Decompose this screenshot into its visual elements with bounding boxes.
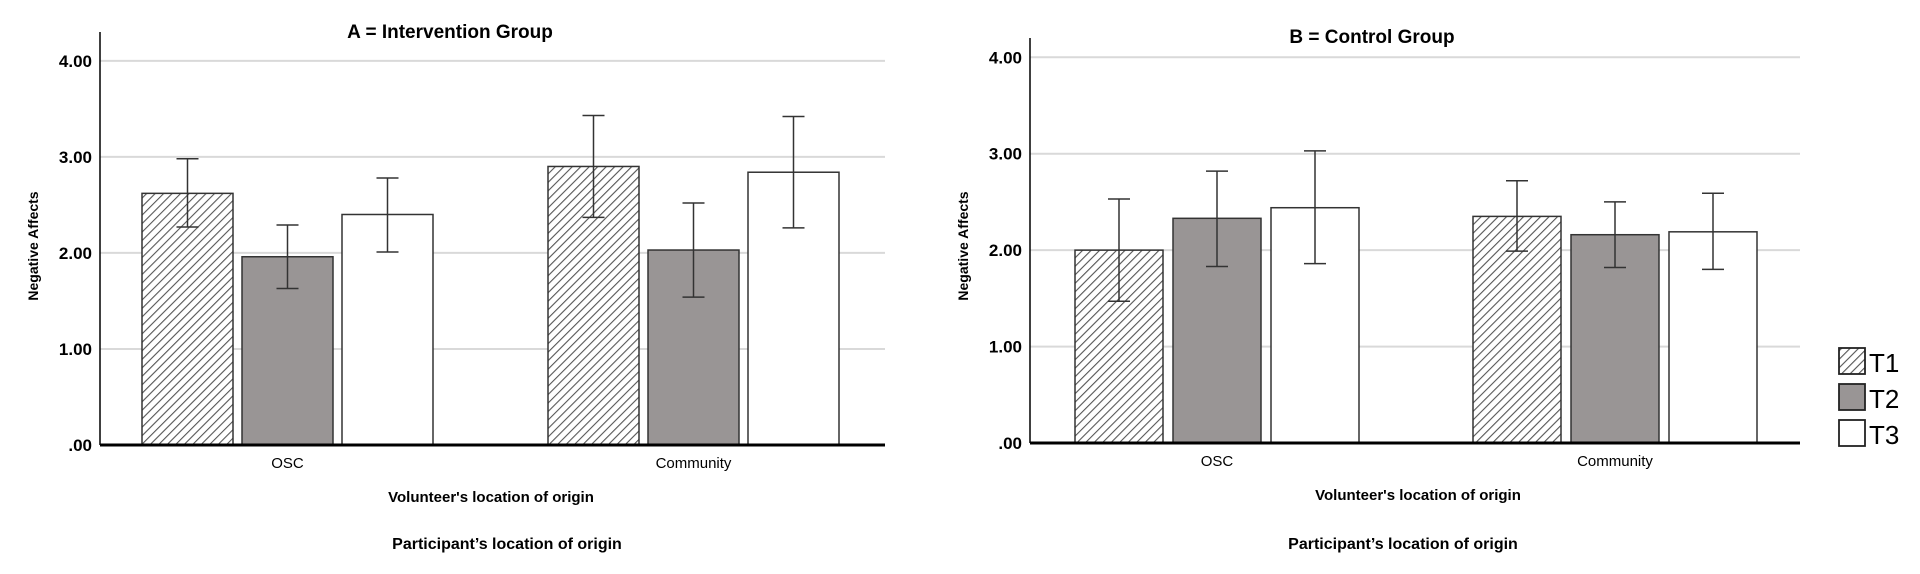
chart-title: A = Intervention Group [347, 22, 553, 43]
y-tick-label: 3.00 [59, 148, 92, 167]
y-tick-label: .00 [68, 436, 92, 455]
legend-item-t3: T3 [1838, 419, 1899, 450]
y-axis-label: Negative Affects [955, 191, 971, 300]
category-label: Community [656, 455, 732, 472]
bars [1074, 206, 1758, 444]
y-tick-labels: .00 1.00 2.00 3.00 4.00 [989, 48, 1022, 453]
x-axis-label: Volunteer's location of origin [388, 489, 594, 506]
error-bars [1108, 150, 1724, 302]
legend-item-t2: T2 [1838, 383, 1899, 414]
bars [141, 165, 840, 446]
legend-label: T2 [1869, 384, 1899, 414]
legend-swatch [1838, 347, 1866, 375]
bar-t1-community [1472, 215, 1562, 444]
y-tick-label: 3.00 [989, 145, 1022, 164]
y-tick-label: 4.00 [59, 52, 92, 71]
y-tick-label: 1.00 [989, 338, 1022, 357]
y-tick-label: 2.00 [989, 241, 1022, 260]
chart-a: A = Intervention Group .00 1.00 2.00 3.00 4.… [25, 22, 885, 553]
bar-t2-community [1570, 233, 1660, 444]
x-axis-label: Volunteer's location of origin [1315, 487, 1521, 504]
y-tick-label: .00 [998, 434, 1022, 453]
y-tick-labels: .00 1.00 2.00 3.00 4.00 [59, 52, 92, 455]
caption: Participant’s location of origin [1288, 536, 1518, 553]
bar-t1-osc [141, 192, 234, 446]
caption: Participant’s location of origin [392, 536, 622, 553]
chart-b: B = Control Group .00 1.00 2.00 3.00 4.00 OS… [955, 27, 1800, 553]
legend-label: T3 [1869, 420, 1899, 450]
y-tick-label: 2.00 [59, 244, 92, 263]
axes [99, 32, 885, 447]
legend-swatch [1838, 419, 1866, 447]
legend-item-t1: T1 [1838, 347, 1899, 378]
legend: T1 T2 T3 [1838, 347, 1899, 450]
chart-title: B = Control Group [1289, 27, 1454, 48]
category-label: OSC [1201, 453, 1234, 470]
legend-swatch [1838, 383, 1866, 411]
y-tick-label: 1.00 [59, 340, 92, 359]
error-bars [176, 114, 805, 298]
category-labels: OSC Community [1201, 453, 1654, 470]
category-label: OSC [271, 455, 304, 472]
category-label: Community [1577, 453, 1653, 470]
legend-label: T1 [1869, 348, 1899, 378]
axes [1029, 38, 1800, 445]
y-tick-label: 4.00 [989, 48, 1022, 67]
category-labels: OSC Community [271, 455, 732, 472]
y-axis-label: Negative Affects [25, 191, 41, 300]
